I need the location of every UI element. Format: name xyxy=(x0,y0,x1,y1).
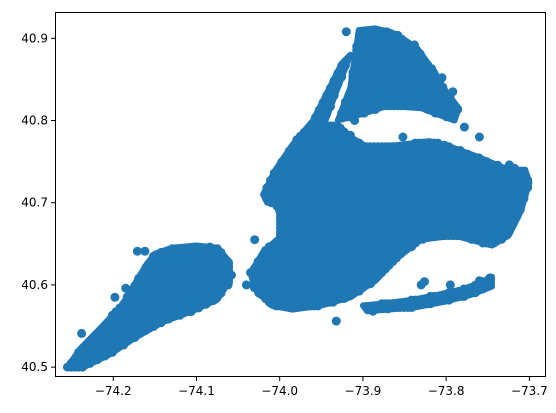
x-tick-label: −73.9 xyxy=(345,384,382,398)
data-point xyxy=(406,155,416,165)
data-point xyxy=(345,130,355,140)
data-point xyxy=(262,254,272,264)
data-point xyxy=(271,171,281,181)
x-tick-label: −74.2 xyxy=(95,384,132,398)
data-point xyxy=(459,122,469,132)
x-tick-label: −74.0 xyxy=(261,384,298,398)
data-point xyxy=(509,163,519,173)
data-point xyxy=(437,73,447,83)
data-point xyxy=(499,216,509,226)
x-tick-label: −73.7 xyxy=(511,384,548,398)
x-axis: −74.2 −74.1 −74.0 −73.9 −73.8 −73.7 xyxy=(95,377,548,398)
data-point xyxy=(489,180,499,190)
data-point xyxy=(499,231,509,241)
data-point xyxy=(266,198,276,208)
data-point xyxy=(484,273,494,283)
data-point xyxy=(241,280,251,290)
plot-area-frame xyxy=(55,12,546,377)
y-tick-label: 40.5 xyxy=(21,360,48,374)
data-point xyxy=(223,280,233,290)
data-point xyxy=(67,358,77,368)
y-axis: 40.5 40.6 40.7 40.8 40.9 xyxy=(21,31,55,374)
data-point xyxy=(300,148,310,158)
data-point xyxy=(250,264,260,273)
data-point xyxy=(341,27,351,37)
scatter-points xyxy=(63,25,533,372)
data-point xyxy=(383,304,393,314)
data-point xyxy=(283,206,293,216)
data-point xyxy=(398,132,408,142)
data-point xyxy=(391,148,401,158)
data-point xyxy=(316,292,326,302)
point-cluster-region xyxy=(64,242,233,371)
data-point xyxy=(226,270,236,280)
data-point xyxy=(77,328,87,338)
data-point xyxy=(90,352,100,362)
data-point xyxy=(474,132,484,142)
data-point xyxy=(474,276,484,286)
data-point xyxy=(369,84,379,94)
y-tick-label: 40.8 xyxy=(21,114,48,128)
data-point xyxy=(429,68,439,78)
data-point xyxy=(516,198,526,208)
data-point xyxy=(121,283,131,293)
data-point xyxy=(420,277,429,287)
y-tick-label: 40.9 xyxy=(21,31,48,45)
data-point xyxy=(410,40,419,50)
data-point xyxy=(440,140,449,150)
y-tick-label: 40.7 xyxy=(21,196,48,210)
point-cluster-region xyxy=(260,51,354,206)
data-point xyxy=(368,306,378,316)
x-tick-label: −73.8 xyxy=(428,384,465,398)
data-point xyxy=(331,316,341,326)
data-point xyxy=(132,246,142,256)
data-point xyxy=(445,280,455,290)
data-point xyxy=(271,301,280,310)
data-point xyxy=(110,292,120,302)
data-point xyxy=(205,242,215,252)
data-point xyxy=(140,246,150,256)
data-point xyxy=(308,298,318,308)
data-point xyxy=(385,28,395,38)
data-point xyxy=(250,235,260,245)
data-point xyxy=(350,116,360,125)
data-point xyxy=(287,301,297,310)
x-tick-label: −74.1 xyxy=(178,384,215,398)
data-point xyxy=(254,288,264,298)
y-tick-label: 40.6 xyxy=(21,278,48,292)
data-point xyxy=(448,87,458,97)
